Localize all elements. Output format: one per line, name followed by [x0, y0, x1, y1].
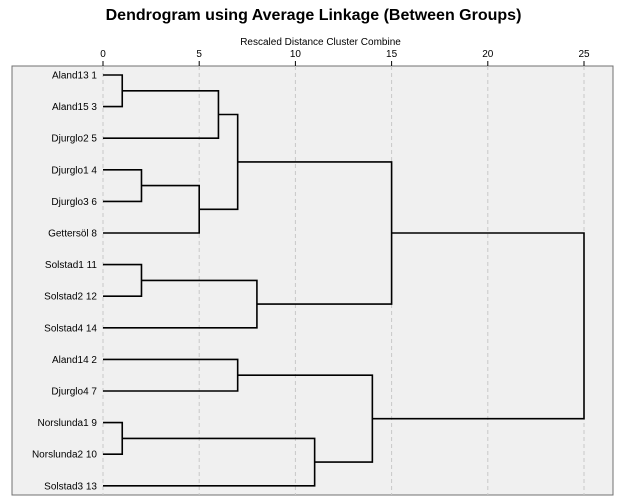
- dendrogram-link: [372, 232, 585, 420]
- leaf-label: Gettersöl 8: [48, 229, 97, 240]
- leaf-label: Djurglo2 5: [51, 134, 97, 145]
- chart-title: Dendrogram using Average Linkage (Betwee…: [105, 7, 522, 24]
- x-tick-label: 20: [482, 49, 494, 60]
- leaf-label: Solstad1 11: [45, 260, 98, 271]
- x-tick-label: 5: [196, 49, 202, 60]
- dendrogram-links: [103, 74, 585, 487]
- leaf-label: Djurglo3 6: [51, 197, 97, 208]
- leaf-label: Aland15 3: [52, 102, 97, 113]
- leaf-labels: Aland13 1 Aland15 3 Djurglo2 5 Djurglo1 4 Dj…: [32, 71, 97, 493]
- x-tick-label: 10: [290, 49, 302, 60]
- leaf-label: Aland14 2: [52, 355, 97, 366]
- x-tick-label: 15: [386, 49, 398, 60]
- x-tick-label: 0: [100, 49, 106, 60]
- x-tick-label: 25: [578, 49, 590, 60]
- leaf-label: Djurglo4 7: [51, 387, 97, 398]
- leaf-label: Djurglo1 4: [51, 165, 97, 176]
- leaf-label: Solstad2 12: [44, 292, 97, 303]
- leaf-label: Norslunda2 10: [32, 450, 97, 461]
- x-axis-ticks: 0 5 10 15 20 25: [100, 49, 590, 66]
- leaf-label: Solstad3 13: [44, 481, 97, 492]
- leaf-label: Aland13 1: [52, 71, 97, 82]
- x-axis-title: Rescaled Distance Cluster Combine: [240, 37, 401, 48]
- plot-frame: [11, 65, 614, 496]
- leaf-label: Norslunda1 9: [38, 418, 98, 429]
- leaf-label: Solstad4 14: [44, 323, 97, 334]
